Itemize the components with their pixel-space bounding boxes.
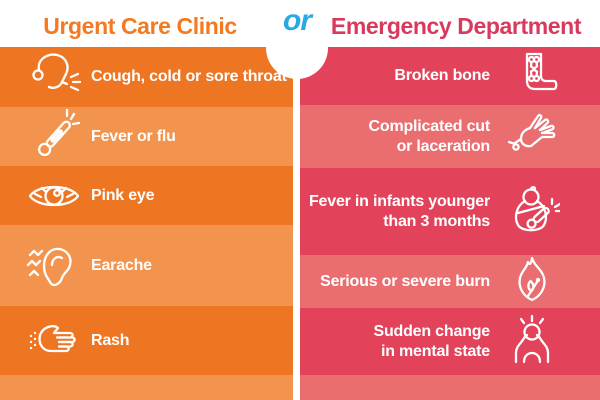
broken-bone-icon bbox=[504, 48, 560, 104]
eye-icon bbox=[26, 168, 82, 224]
column-divider bbox=[293, 47, 300, 400]
or-connector-label: or bbox=[283, 4, 312, 37]
head-hands-icon bbox=[504, 314, 560, 370]
right-column-title: Emergency Department bbox=[330, 13, 582, 39]
item-label: Cough, cold or sore throat bbox=[91, 68, 287, 85]
list-item: Cough, cold or sore throat bbox=[0, 47, 293, 107]
thermometer-icon bbox=[26, 108, 82, 165]
item-label: Earache bbox=[91, 256, 152, 274]
emergency-department-column: Broken bone Complicated cut or laceratio… bbox=[300, 47, 600, 400]
cut-hand-icon bbox=[504, 109, 560, 165]
item-label: Broken bone bbox=[394, 67, 490, 84]
ear-icon bbox=[26, 238, 82, 294]
baby-thermometer-icon bbox=[504, 184, 560, 240]
right-column-footer-strip bbox=[300, 375, 600, 400]
item-label: Complicated cut or laceration bbox=[368, 117, 491, 155]
list-item: Pink eye bbox=[0, 166, 293, 225]
list-item: Earache bbox=[0, 225, 293, 306]
list-item: Broken bone bbox=[300, 47, 600, 105]
item-label: Sudden change in mental state bbox=[373, 322, 490, 360]
list-item: Sudden change in mental state bbox=[300, 308, 600, 375]
comparison-columns: Cough, cold or sore throat Fever or flu bbox=[0, 47, 600, 400]
list-item: Rash bbox=[0, 306, 293, 375]
item-label: Rash bbox=[91, 331, 130, 349]
list-item: Fever or flu bbox=[0, 107, 293, 166]
rash-hand-icon bbox=[26, 313, 82, 369]
flame-icon bbox=[504, 254, 560, 310]
left-column-footer-strip bbox=[0, 375, 293, 400]
list-item: Serious or severe burn bbox=[300, 255, 600, 308]
urgent-care-column: Cough, cold or sore throat Fever or flu bbox=[0, 47, 293, 400]
list-item: Fever in infants younger than 3 months bbox=[300, 168, 600, 255]
item-label: Pink eye bbox=[91, 186, 155, 204]
left-column-title: Urgent Care Clinic bbox=[43, 13, 237, 39]
item-label: Fever in infants younger than 3 months bbox=[308, 192, 490, 230]
list-item: Complicated cut or laceration bbox=[300, 105, 600, 168]
cough-icon bbox=[26, 49, 82, 105]
item-label: Fever or flu bbox=[91, 127, 176, 145]
or-connector-circle bbox=[266, 17, 328, 79]
item-label: Serious or severe burn bbox=[320, 272, 490, 290]
